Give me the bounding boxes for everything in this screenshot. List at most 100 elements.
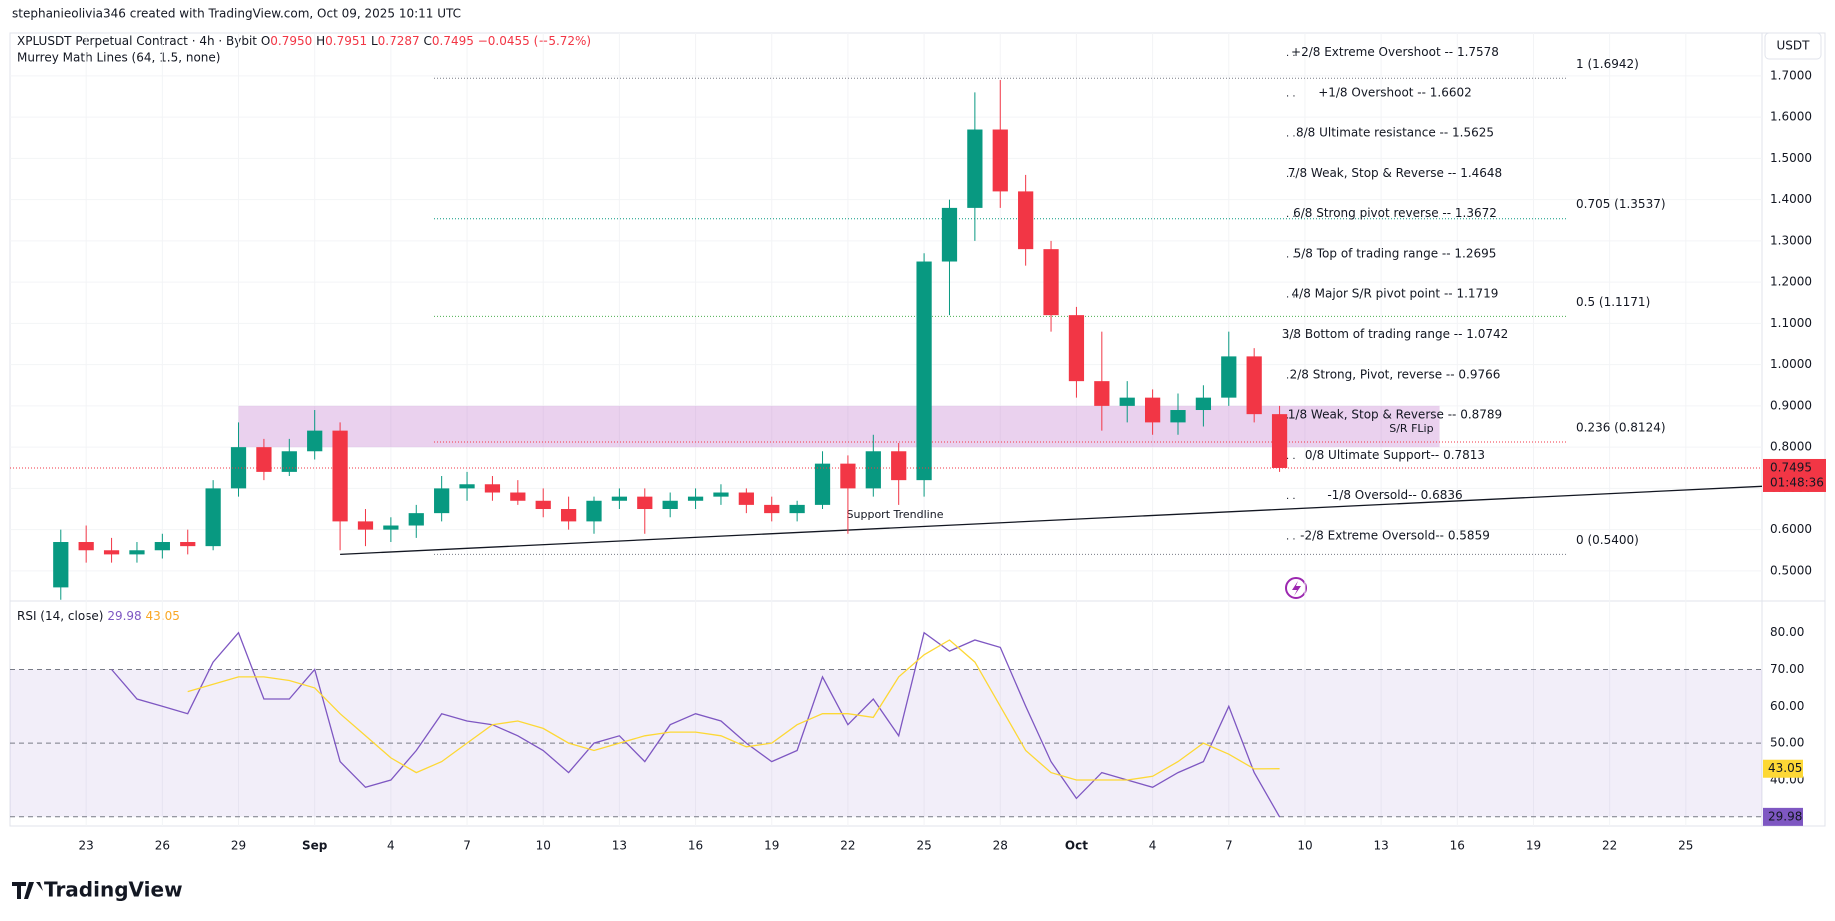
- last-price: 0.7495: [1770, 460, 1812, 474]
- murrey-name: 7/8 Weak, Stop & Reverse --: [1288, 165, 1457, 179]
- rsi-badge: [1763, 807, 1803, 826]
- murrey-dots: · ·: [1286, 333, 1296, 344]
- candle-body: [205, 488, 221, 547]
- candle-body: [180, 542, 196, 547]
- candle-body: [687, 496, 704, 501]
- x-tick-label: 13: [612, 839, 627, 853]
- murrey-dots: · ·: [1286, 373, 1296, 384]
- candle-body: [154, 542, 170, 551]
- candle-body: [1271, 414, 1288, 468]
- murrey-value: 1.0742: [1466, 327, 1508, 341]
- rsi-line: [111, 631, 1281, 818]
- icon-ring[interactable]: [1285, 577, 1307, 599]
- candle-body: [865, 451, 881, 489]
- murrey-name: 4/8 Major S/R pivot point --: [1292, 286, 1453, 300]
- candle-body: [662, 500, 678, 510]
- candle-body: [434, 488, 450, 514]
- murrey-label: -2/8 Extreme Oversold-- 0.5859: [1300, 528, 1490, 542]
- x-tick-label: 4: [1149, 839, 1157, 853]
- candle-body: [560, 509, 577, 522]
- chart-frame: [9, 32, 1826, 827]
- murrey-name: 5/8 Top of trading range --: [1294, 246, 1451, 260]
- sr-zone-label: S/R FLip: [1389, 422, 1433, 435]
- murrey-value: 0.9766: [1458, 367, 1500, 381]
- candle-body: [281, 451, 297, 472]
- x-tick-label: 4: [387, 839, 395, 853]
- credit: stephanieolivia346 created with TradingV…: [12, 7, 461, 21]
- candle-body: [891, 451, 907, 481]
- currency[interactable]: USDT: [1777, 39, 1811, 53]
- currency-button[interactable]: [1764, 32, 1822, 60]
- h-label: H: [316, 34, 325, 48]
- candle-body: [535, 500, 551, 510]
- candle-body: [1246, 356, 1262, 415]
- candle-body: [713, 492, 729, 497]
- murrey-label: +2/8 Extreme Overshoot -- 1.7578: [1291, 45, 1499, 59]
- murrey-label: 1/8 Weak, Stop & Reverse -- 0.8789: [1288, 407, 1502, 421]
- y-tick-label: 0.6000: [1770, 522, 1812, 536]
- candle-body: [103, 550, 120, 555]
- candle-body: [814, 463, 831, 505]
- rsi-legend: RSI (14, close) 29.98 43.05: [17, 609, 180, 623]
- rsi-tick-label: 50.00: [1770, 736, 1804, 750]
- candle-body: [510, 492, 526, 501]
- murrey-label: 6/8 Strong pivot reverse -- 1.3672: [1293, 206, 1497, 220]
- o-label: O: [261, 34, 270, 48]
- murrey-dots: · ·: [1286, 293, 1296, 304]
- murrey-dots: · ·: [1286, 494, 1296, 505]
- murrey-value: 1.7578: [1457, 45, 1499, 59]
- murrey-dots: · ·: [1286, 454, 1296, 465]
- murrey-name: 2/8 Strong, Pivot, reverse --: [1290, 367, 1455, 381]
- y-tick-label: 1.1000: [1770, 316, 1812, 330]
- x-tick-label: 28: [993, 839, 1008, 853]
- x-tick-label: 22: [1602, 839, 1617, 853]
- brand-logo: [12, 882, 43, 899]
- x-tick-label: 16: [1450, 839, 1465, 853]
- lightning-icon[interactable]: [1285, 577, 1307, 599]
- murrey-label: 8/8 Ultimate resistance -- 1.5625: [1296, 125, 1494, 139]
- x-tick-label: 10: [536, 839, 551, 853]
- murrey-name: +1/8 Overshoot --: [1318, 85, 1426, 99]
- candle-body: [408, 513, 424, 526]
- candle-body: [383, 525, 399, 530]
- candle-body: [1221, 356, 1237, 398]
- murrey-label: 4/8 Major S/R pivot point -- 1.1719: [1292, 286, 1499, 300]
- murrey-value: 1.3672: [1455, 206, 1497, 220]
- candle-body: [1068, 315, 1085, 382]
- murrey-dots: · ·: [1286, 534, 1296, 545]
- x-tick-label: 22: [840, 839, 855, 853]
- c-label: C: [424, 34, 432, 48]
- last-price-badge: [1763, 458, 1826, 492]
- murrey-name: -1/8 Oversold--: [1327, 488, 1417, 502]
- x-tick-label: 19: [1526, 839, 1541, 853]
- fib-label: 0.236 (0.8124): [1576, 421, 1666, 435]
- icon-bolt[interactable]: [1292, 581, 1301, 596]
- y-tick-label: 1.0000: [1770, 357, 1812, 371]
- sr-zone: [238, 405, 1440, 448]
- candle-body: [1094, 381, 1110, 406]
- candle-body: [1018, 191, 1034, 250]
- candle-body: [129, 550, 145, 555]
- change: −0.0455 (−5.72%): [478, 34, 591, 48]
- x-tick-label: 25: [916, 839, 931, 853]
- c-value: 0.7495: [432, 34, 474, 48]
- murrey-name: 6/8 Strong pivot reverse --: [1293, 206, 1451, 220]
- murrey-value: 1.1719: [1456, 286, 1498, 300]
- candle-body: [484, 484, 501, 493]
- candle-body: [789, 504, 805, 514]
- x-tick-label: Sep: [302, 839, 328, 853]
- x-tick-label: 7: [1225, 839, 1233, 853]
- murrey-dots: · ·: [1286, 51, 1296, 62]
- candle-body: [1195, 397, 1212, 411]
- candle-body: [637, 496, 653, 510]
- rsi-tick-label: 70.00: [1770, 662, 1804, 676]
- candle-body: [967, 129, 983, 208]
- y-tick-label: 1.2000: [1770, 275, 1812, 289]
- y-tick-label: 0.8000: [1770, 440, 1812, 454]
- y-tick-label: 1.7000: [1770, 68, 1812, 82]
- candle-body: [307, 430, 323, 452]
- rsi-title: RSI (14, close): [17, 609, 103, 623]
- candle-body: [1170, 410, 1186, 423]
